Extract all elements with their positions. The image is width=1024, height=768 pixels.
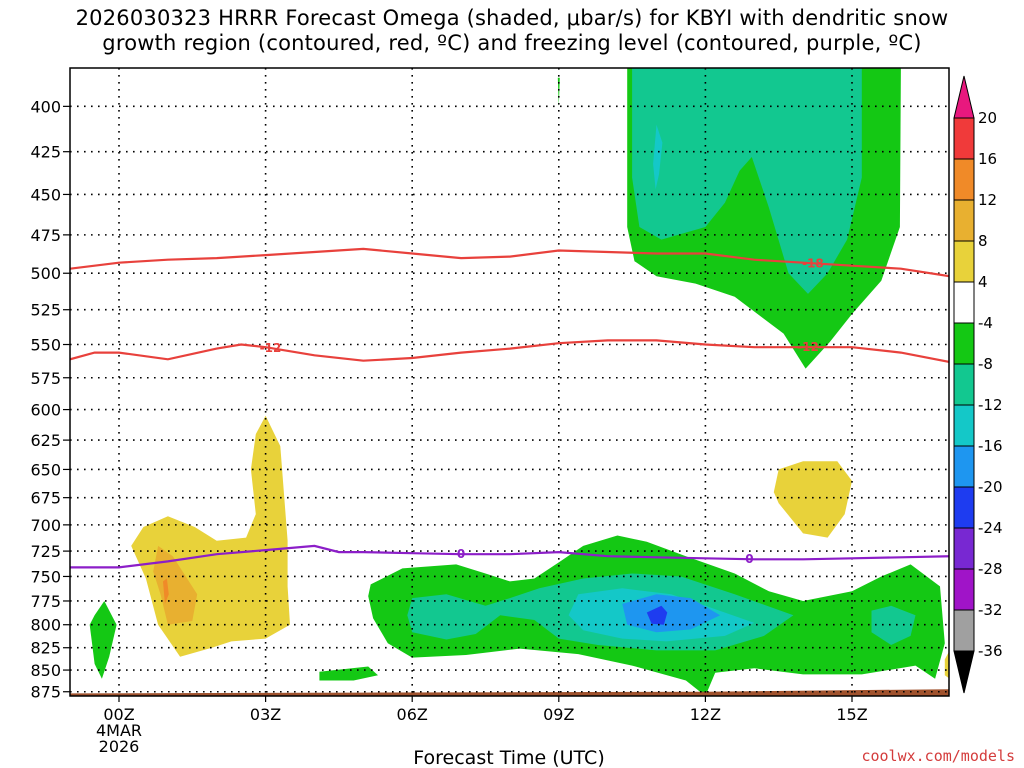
contour-label-0-1: -12	[797, 340, 819, 354]
y-tick-label-475: 475	[30, 226, 61, 245]
colorbar-label-9: -20	[978, 478, 1003, 496]
colorbar-bin-8	[953, 404, 975, 447]
y-tick-label-750: 750	[30, 567, 61, 586]
colorbar-label-1: 16	[978, 150, 997, 168]
y-tick-label-575: 575	[30, 369, 61, 388]
y-tick-label-425: 425	[30, 143, 61, 162]
colorbar-label-6: -8	[978, 355, 993, 373]
ground-surface	[70, 689, 949, 696]
x-tick-label-12Z: 12Z	[690, 705, 721, 724]
colorbar-bin-11	[953, 527, 975, 570]
y-axis: 400 425 450 475 500 525 550 575 600 625 650 675 700 7…	[30, 97, 70, 702]
colorbar-label-11: -28	[978, 560, 1003, 578]
terrain-surface	[70, 689, 949, 696]
x-tick-sublabel-1: 2026	[99, 737, 140, 756]
omega-region-6	[163, 578, 169, 604]
y-tick-label-700: 700	[30, 516, 61, 535]
plot-frame	[69, 67, 950, 697]
colorbar-bin-13	[953, 609, 975, 652]
colorbar-top-triangle	[953, 75, 975, 119]
contour-label-0-0: -12	[260, 341, 282, 355]
omega-region-12	[871, 605, 916, 645]
omega-region-3	[653, 124, 663, 190]
y-tick-label-800: 800	[30, 616, 61, 635]
omega-region-14	[622, 594, 721, 633]
y-tick-label-500: 500	[30, 264, 61, 283]
colorbar-bottom-triangle	[953, 650, 975, 694]
colorbar-label-12: -32	[978, 601, 1003, 619]
omega-region-0	[557, 77, 560, 107]
contour-label-2-0: 0	[457, 547, 465, 561]
colorbar-label-0: 20	[978, 109, 997, 127]
x-tick-sublabel-0: 4MAR	[96, 721, 142, 740]
colorbar-bin-7	[953, 363, 975, 406]
x-tick-label-00Z: 00Z	[103, 705, 134, 724]
x-tick-label-15Z: 15Z	[836, 705, 867, 724]
contour-line-2	[70, 544, 949, 569]
y-tick-label-550: 550	[30, 336, 61, 355]
omega-region-16	[944, 651, 949, 679]
colorbar-label-5: -4	[978, 314, 993, 332]
omega-region-8	[89, 601, 117, 679]
omega-region-7	[773, 461, 852, 538]
colorbar-label-10: -24	[978, 519, 1003, 537]
y-tick-label-625: 625	[30, 431, 61, 450]
y-tick-label-825: 825	[30, 639, 61, 658]
y-tick-label-850: 850	[30, 661, 61, 680]
colorbar-bin-3	[953, 199, 975, 242]
omega-region-10	[319, 666, 378, 681]
contour-line-1	[70, 247, 949, 278]
chart-title: 2026030323 HRRR Forecast Omega (shaded, …	[0, 6, 1024, 56]
colorbar-label-13: -36	[978, 642, 1003, 660]
colorbar-label-2: 12	[978, 191, 997, 209]
colorbar-bin-6	[953, 322, 975, 365]
x-tick-label-09Z: 09Z	[543, 705, 574, 724]
colorbar-bin-1	[953, 117, 975, 160]
colorbar-bin-5	[953, 281, 975, 324]
omega-region-2	[632, 68, 862, 294]
colorbar-bin-4	[953, 240, 975, 283]
colorbar-label-8: -16	[978, 437, 1003, 455]
y-tick-label-775: 775	[30, 592, 61, 611]
colorbar-label-3: 8	[978, 232, 988, 250]
contour-label-2-1: 0	[745, 552, 753, 566]
y-tick-label-450: 450	[30, 185, 61, 204]
y-tick-label-875: 875	[30, 683, 61, 702]
y-tick-label-525: 525	[30, 301, 61, 320]
chart-title-line-1: 2026030323 HRRR Forecast Omega (shaded, …	[75, 6, 949, 30]
y-tick-label-675: 675	[30, 489, 61, 508]
chart-title-line-2: growth region (contoured, red, ºC) and f…	[102, 31, 922, 55]
colorbar-label-4: 4	[978, 273, 988, 291]
omega-shading	[89, 68, 949, 696]
colorbar-bin-10	[953, 486, 975, 529]
contours: -12 -12 -18 0 0	[70, 247, 949, 569]
contour-line-0	[70, 339, 949, 363]
colorbar-bin-2	[953, 158, 975, 201]
y-tick-label-725: 725	[30, 542, 61, 561]
colorbar-bin-9	[953, 445, 975, 488]
y-tick-label-600: 600	[30, 401, 61, 420]
colorbar-bin-12	[953, 568, 975, 611]
colorbar-label-7: -12	[978, 396, 1003, 414]
y-tick-label-650: 650	[30, 460, 61, 479]
omega-region-15	[646, 605, 668, 625]
colorbar: 20 16 12 8 4 -4 -8 -12 -16 -20 -24 -28 -32 -36	[953, 75, 1003, 694]
credit-text: coolwx.com/models	[861, 747, 1015, 765]
x-tick-label-06Z: 06Z	[397, 705, 428, 724]
y-tick-label-400: 400	[30, 97, 61, 116]
x-axis-title: Forecast Time (UTC)	[413, 747, 604, 768]
contour-label-1-0: -18	[802, 256, 824, 270]
omega-region-5	[153, 545, 198, 625]
x-tick-label-03Z: 03Z	[250, 705, 281, 724]
